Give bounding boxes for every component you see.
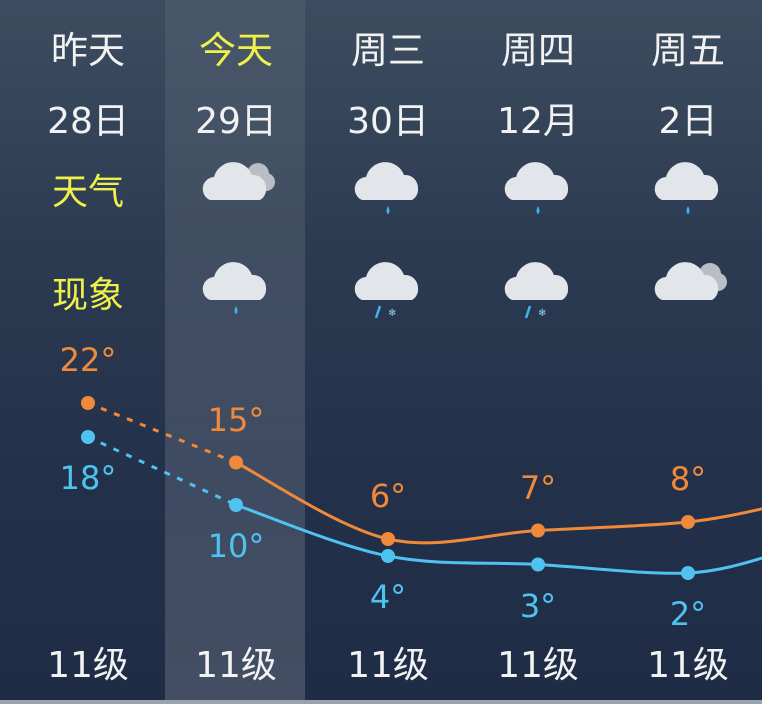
- high-temp-label: 15°: [207, 400, 265, 439]
- low-temp-point: [229, 498, 243, 512]
- light-rain-icon: [348, 150, 432, 220]
- wind-level: 11级: [497, 645, 579, 686]
- today-column-highlight: [165, 0, 305, 700]
- high-temp-label: 7°: [519, 468, 557, 507]
- weather-row-label: 天气: [51, 172, 124, 213]
- day-column[interactable]: 今天 29日 11级: [161, 0, 311, 700]
- partly-cloudy-icon: [648, 250, 732, 320]
- high-temp-label: 22°: [59, 341, 117, 379]
- low-temp-label: 10°: [207, 527, 265, 565]
- wind-level: 11级: [347, 645, 429, 686]
- low-temp-point: [681, 566, 695, 580]
- high-temp-label: 6°: [369, 477, 407, 515]
- day-date: 30日: [347, 101, 429, 142]
- day-name: 周五: [651, 29, 725, 72]
- high-temp-line: [235, 461, 762, 545]
- light-rain-icon: [498, 150, 582, 220]
- day-date: 2日: [658, 101, 718, 142]
- high-temp-label: 8°: [669, 460, 707, 498]
- day-column[interactable]: 周四 12月 ❄ 11级: [463, 0, 613, 700]
- day-column[interactable]: 周三 30日 ❄ 11级: [313, 0, 463, 700]
- bottom-divider: [0, 700, 762, 704]
- wind-level: 11级: [47, 645, 129, 686]
- light-rain-icon: [648, 150, 732, 220]
- day-name: 周四: [501, 29, 575, 72]
- day-date: 28日: [47, 101, 129, 142]
- high-temp-point: [229, 455, 243, 470]
- day-column[interactable]: 昨天 28日 11级: [13, 0, 163, 700]
- day-date: 29日: [195, 101, 277, 142]
- partly-cloudy-icon: [196, 150, 280, 220]
- low-temp-point: [381, 549, 395, 563]
- low-temp-label: 18°: [59, 459, 117, 497]
- day-name: 昨天: [51, 29, 125, 72]
- svg-text:❄: ❄: [388, 308, 396, 319]
- high-temp-point: [381, 532, 395, 546]
- low-temp-label: 2°: [669, 595, 707, 633]
- high-temp-point: [681, 515, 695, 529]
- low-temp-label: 3°: [519, 586, 557, 625]
- sleet-icon: ❄: [348, 250, 432, 320]
- svg-text:❄: ❄: [538, 308, 546, 319]
- day-column[interactable]: 周五 2日 11级: [613, 0, 762, 700]
- light-rain-icon: [196, 250, 280, 320]
- sleet-icon: ❄: [498, 250, 582, 320]
- phenomenon-row-label: 现象: [51, 275, 124, 316]
- wind-level: 11级: [195, 645, 277, 686]
- day-name: 今天: [199, 29, 273, 72]
- wind-level: 11级: [647, 645, 729, 686]
- low-temp-line: [235, 503, 762, 575]
- high-temp-point: [531, 523, 545, 538]
- low-temp-point: [531, 557, 545, 572]
- low-temp-label: 4°: [369, 578, 407, 616]
- day-date: 12月: [497, 101, 579, 142]
- low-temp-point: [81, 430, 95, 444]
- day-name: 周三: [351, 29, 425, 72]
- high-temp-point: [81, 396, 95, 410]
